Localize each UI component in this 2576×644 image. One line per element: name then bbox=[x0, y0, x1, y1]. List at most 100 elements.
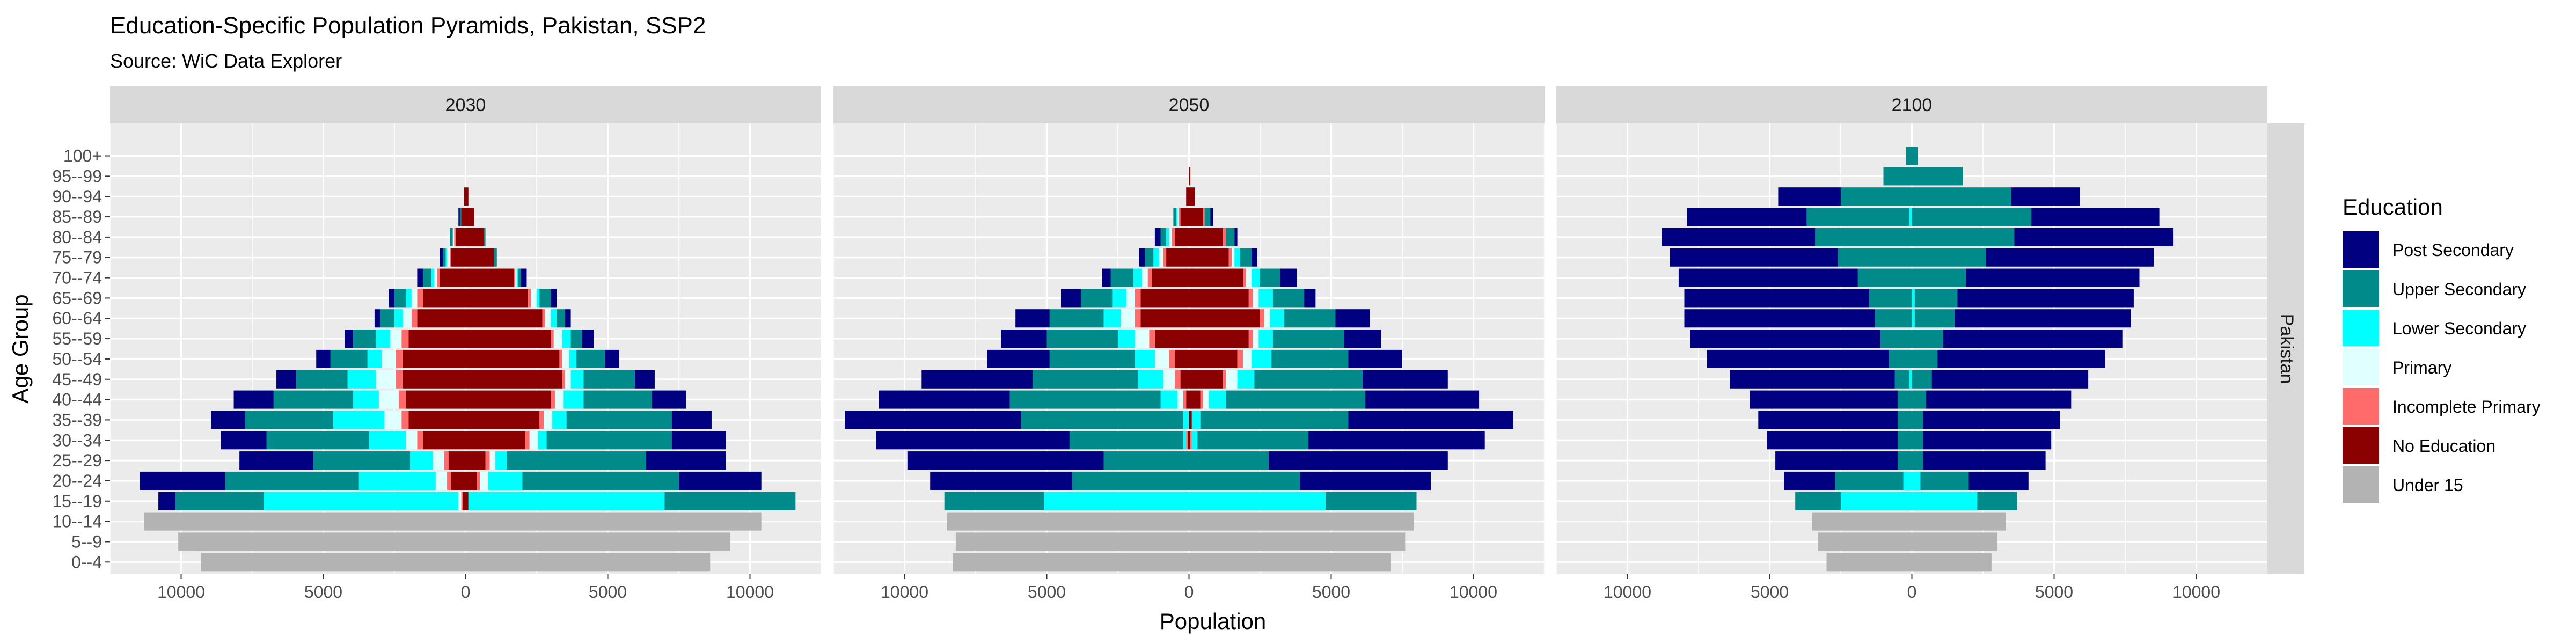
bar-2030-female-45--49-lower-secondary bbox=[570, 370, 584, 389]
bar-2100-female-50--54-post-secondary bbox=[1937, 349, 2105, 368]
bar-2050-female-70--74-post-secondary bbox=[1280, 268, 1297, 287]
bar-2030-female-55--59-upper-secondary bbox=[570, 330, 582, 348]
bar-2030-female-35--39-primary bbox=[544, 411, 553, 429]
bar-2030-male-45--49-primary bbox=[376, 370, 396, 389]
bar-2050-male-85--89-upper-secondary bbox=[1173, 208, 1176, 226]
bar-2100-female-45--49-upper-secondary bbox=[1912, 370, 1932, 389]
bar-2030-male-75--79-no-education bbox=[451, 248, 466, 267]
bar-2050-male-80--84-lower-secondary bbox=[1166, 228, 1169, 246]
bar-2050-female-75--79-lower-secondary bbox=[1234, 248, 1240, 267]
bar-2030-male-15--19-lower-secondary bbox=[264, 492, 459, 510]
legend-label-post-secondary: Post Secondary bbox=[2392, 240, 2514, 260]
bar-2100-male-5--9-under-15 bbox=[1818, 532, 1912, 551]
bar-2030-female-70--74-post-secondary bbox=[521, 268, 527, 287]
bar-2030-male-70--74-upper-secondary bbox=[423, 268, 431, 287]
x-tick-label: 10000 bbox=[881, 582, 928, 602]
bar-2030-female-15--19-upper-secondary bbox=[664, 492, 796, 510]
bar-2100-male-40--44-upper-secondary bbox=[1898, 390, 1912, 409]
bar-2030-female-35--39-post-secondary bbox=[671, 411, 712, 429]
y-tick-label: 65--69 bbox=[53, 288, 103, 308]
bar-2030-female-55--59-primary bbox=[553, 330, 562, 348]
bar-2030-female-70--74-lower-secondary bbox=[516, 268, 518, 287]
bar-2100-female-75--79-post-secondary bbox=[1986, 248, 2154, 267]
bar-2030-female-30--34-primary bbox=[529, 431, 538, 450]
strip-label-2030: 2030 bbox=[445, 95, 486, 115]
bar-2030-male-5--9-under-15 bbox=[178, 532, 466, 551]
bar-2030-male-80--84-primary bbox=[452, 228, 455, 246]
bar-2030-female-25--29-primary bbox=[489, 451, 496, 470]
bar-2030-male-25--29-post-secondary bbox=[239, 451, 313, 470]
bar-2050-female-55--59-upper-secondary bbox=[1272, 330, 1344, 348]
bar-2050-male-80--84-incomplete-primary bbox=[1172, 228, 1175, 246]
bar-2100-female-20--24-lower-secondary bbox=[1912, 471, 1921, 490]
bar-2100-female-20--24-post-secondary bbox=[1968, 471, 2029, 490]
x-tick-label: 0 bbox=[461, 582, 471, 602]
bar-2030-male-85--89-no-education bbox=[461, 208, 466, 226]
bar-2050-female-30--34-no-education bbox=[1189, 431, 1191, 450]
bar-2050-female-40--44-no-education bbox=[1189, 390, 1201, 409]
bar-2100-female-35--39-post-secondary bbox=[1923, 411, 2060, 429]
bar-2100-male-15--19-upper-secondary bbox=[1795, 492, 1841, 510]
bar-2050-male-90--94-no-education bbox=[1186, 187, 1189, 206]
bar-2100-female-40--44-post-secondary bbox=[1926, 390, 2072, 409]
legend-label-incomplete-primary: Incomplete Primary bbox=[2392, 397, 2541, 416]
strip-2030 bbox=[110, 86, 821, 123]
bar-2030-female-90--94-no-education bbox=[465, 187, 469, 206]
bar-2030-female-70--74-upper-secondary bbox=[518, 268, 521, 287]
bar-2030-male-30--34-primary bbox=[406, 431, 418, 450]
facet-strip-right: Pakistan bbox=[2267, 123, 2304, 574]
y-axis-title: Age Group bbox=[8, 294, 33, 403]
bar-2050-female-70--74-lower-secondary bbox=[1252, 268, 1260, 287]
bar-2050-female-30--34-lower-secondary bbox=[1191, 431, 1198, 450]
bar-2030-male-20--24-post-secondary bbox=[140, 471, 225, 490]
strip-label-2050: 2050 bbox=[1169, 95, 1210, 115]
bar-2030-male-15--19-primary bbox=[458, 492, 462, 510]
bar-2030-female-15--19-no-education bbox=[465, 492, 469, 510]
bar-2030-female-70--74-no-education bbox=[465, 268, 514, 287]
bar-2030-male-40--44-primary bbox=[378, 390, 399, 409]
bar-2050-male-60--64-post-secondary bbox=[1015, 309, 1050, 328]
bar-2100-female-90--94-post-secondary bbox=[2011, 187, 2080, 206]
bar-2030-female-20--24-upper-secondary bbox=[522, 471, 679, 490]
bar-2050-female-75--79-post-secondary bbox=[1252, 248, 1257, 267]
bar-2050-female-35--39-upper-secondary bbox=[1200, 411, 1349, 429]
bar-2030-female-25--29-no-education bbox=[465, 451, 486, 470]
bar-2030-male-35--39-upper-secondary bbox=[245, 411, 334, 429]
bar-2030-female-20--24-incomplete-primary bbox=[477, 471, 480, 490]
bar-2030-female-20--24-post-secondary bbox=[679, 471, 762, 490]
bar-2030-male-75--79-primary bbox=[447, 248, 450, 267]
bar-2030-female-60--64-lower-secondary bbox=[551, 309, 557, 328]
bar-2100-female-15--19-upper-secondary bbox=[1977, 492, 2017, 510]
bar-2050-female-40--44-post-secondary bbox=[1365, 390, 1480, 409]
bar-2050-female-50--54-upper-secondary bbox=[1271, 349, 1349, 368]
legend-key-primary bbox=[2343, 349, 2379, 385]
bar-2050-female-75--79-primary bbox=[1232, 248, 1235, 267]
legend-key-under-15 bbox=[2343, 466, 2379, 503]
bar-2050-female-65--69-lower-secondary bbox=[1258, 289, 1273, 308]
bar-2030-male-65--69-primary bbox=[411, 289, 418, 308]
bar-2050-female-15--19-upper-secondary bbox=[1325, 492, 1417, 510]
bar-2050-male-45--49-lower-secondary bbox=[1138, 370, 1163, 389]
bar-2100-female-80--84-post-secondary bbox=[2014, 228, 2174, 246]
bar-2030-male-30--34-no-education bbox=[423, 431, 466, 450]
bar-2030-male-25--29-primary bbox=[433, 451, 444, 470]
bar-2050-female-35--39-lower-secondary bbox=[1191, 411, 1201, 429]
bar-2100-male-30--34-upper-secondary bbox=[1898, 431, 1912, 450]
strip-2100 bbox=[1556, 86, 2267, 123]
bar-2050-female-70--74-incomplete-primary bbox=[1243, 268, 1246, 287]
strip-label-pakistan: Pakistan bbox=[2277, 314, 2297, 384]
bar-2050-female-45--49-primary bbox=[1226, 370, 1238, 389]
bar-2050-male-85--89-primary bbox=[1177, 208, 1179, 226]
bar-2030-female-15--19-lower-secondary bbox=[468, 492, 665, 510]
bar-2050-male-85--89-incomplete-primary bbox=[1179, 208, 1181, 226]
bar-2050-female-65--69-upper-secondary bbox=[1272, 289, 1305, 308]
bar-2030-female-45--49-incomplete-primary bbox=[562, 370, 565, 389]
bar-2100-male-35--39-post-secondary bbox=[1758, 411, 1898, 429]
bar-2050-female-50--54-post-secondary bbox=[1348, 349, 1402, 368]
bar-2050-female-65--69-primary bbox=[1253, 289, 1259, 308]
bar-2050-female-45--49-post-secondary bbox=[1362, 370, 1448, 389]
bar-2050-female-20--24-post-secondary bbox=[1300, 471, 1431, 490]
bar-2030-female-30--34-post-secondary bbox=[671, 431, 726, 450]
bar-2050-male-65--69-primary bbox=[1126, 289, 1135, 308]
bar-2030-female-20--24-lower-secondary bbox=[488, 471, 523, 490]
